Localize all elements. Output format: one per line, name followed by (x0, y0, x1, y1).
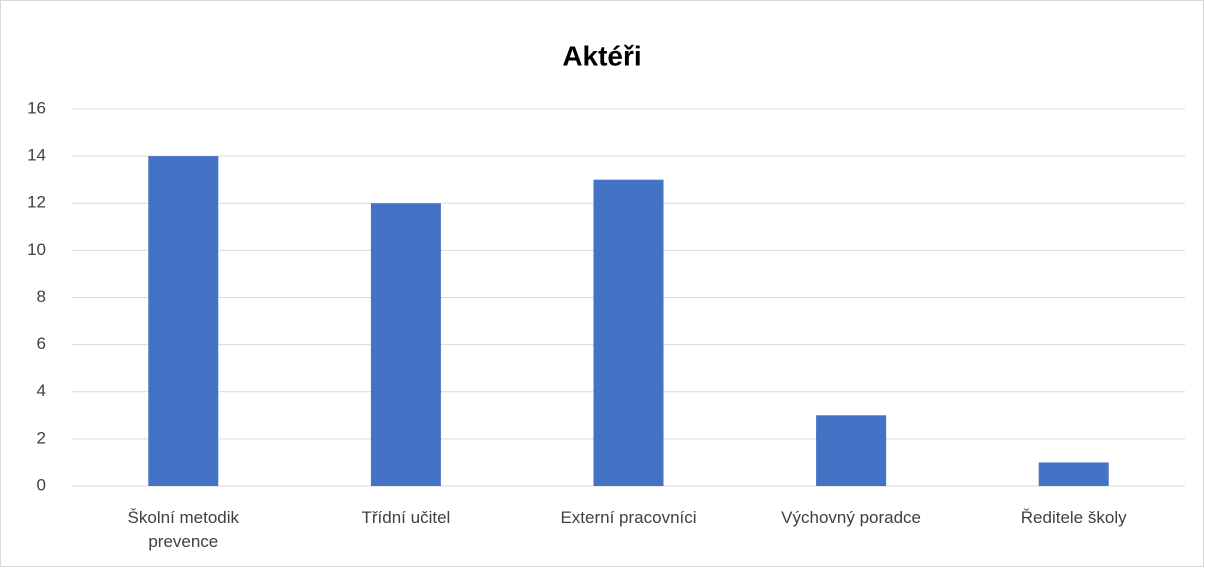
y-tick-label: 2 (37, 428, 46, 447)
x-tick-label: Ředitele školy (1020, 508, 1127, 527)
x-tick-label: Třídní učitel (361, 508, 451, 527)
y-tick-label: 0 (37, 475, 46, 494)
bar (1038, 462, 1109, 486)
y-tick-label: 14 (27, 146, 46, 165)
x-tick-label: Externí pracovníci (560, 508, 697, 527)
y-tick-label: 16 (27, 98, 46, 117)
bar (370, 203, 441, 486)
y-tick-label: 4 (37, 381, 46, 400)
x-tick-label: Výchovný poradce (781, 508, 922, 527)
y-tick-label: 10 (27, 240, 46, 259)
chart-title: Aktéři (562, 40, 641, 71)
bar (816, 415, 887, 486)
y-tick-label: 6 (37, 334, 46, 353)
x-tick-label: Školní metodik prevence (127, 508, 240, 551)
bar (593, 179, 664, 486)
y-tick-label: 8 (37, 287, 46, 306)
bar (148, 156, 219, 486)
y-tick-label: 12 (27, 193, 46, 212)
